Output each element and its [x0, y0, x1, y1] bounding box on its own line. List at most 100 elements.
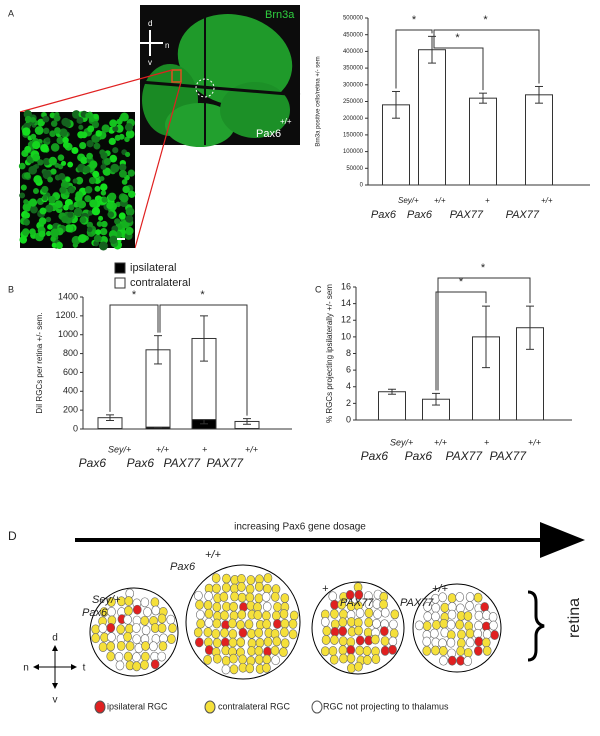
x-tick-label: PAX77 — [506, 209, 540, 221]
y-tick-label: 800 — [63, 348, 78, 358]
genotype-sup: Sey/+ — [92, 594, 121, 606]
legend-text: contralateral RGC — [218, 701, 291, 711]
compass: n — [23, 663, 29, 674]
panel-label: C — [315, 284, 322, 294]
legend-text: ipsilateral RGC — [107, 701, 168, 711]
y-tick-label: 300000 — [343, 82, 364, 88]
y-tick-label: 150000 — [343, 132, 364, 138]
scale-bar — [117, 238, 125, 240]
y-axis-title: % RGCs projecting ipsilaterally +/- sem — [325, 284, 334, 423]
y-tick-label: 10 — [341, 331, 351, 341]
x-tick-label: PAX77 — [450, 209, 484, 221]
panel-label: A — [8, 8, 14, 18]
genotype-sup: +/+ — [280, 117, 292, 126]
legend-swatch — [115, 263, 125, 273]
y-tick-label: 500000 — [343, 16, 364, 22]
bar — [379, 392, 406, 420]
significance-star: * — [455, 32, 460, 44]
x-tick-label: PAX77 — [490, 449, 528, 463]
x-tick-label: Pax6 — [127, 456, 155, 470]
y-tick-label: 1000 — [58, 329, 78, 339]
genotype-sup: Sey/+ — [390, 437, 413, 447]
compass: n — [165, 41, 169, 50]
significance-star: * — [412, 14, 417, 26]
y-tick-label: 4 — [346, 381, 351, 391]
genotype: Pax6 — [82, 607, 108, 619]
x-tick-label: PAX77 — [207, 456, 245, 470]
y-tick-label: 0 — [73, 423, 78, 433]
genotype-sup: + — [202, 444, 207, 454]
x-tick-label: PAX77 — [446, 449, 484, 463]
y-tick-label: 8 — [346, 348, 351, 358]
significance-star: * — [200, 289, 205, 301]
y-tick-label: 16 — [341, 281, 351, 291]
y-tick-label: 100000 — [343, 149, 364, 155]
diagram: increasing Pax6 gene dosage retina d n t… — [23, 522, 585, 713]
legend-swatch — [115, 278, 125, 288]
legend-text: RGC not projecting to thalamus — [323, 701, 449, 711]
y-tick-label: 1400 — [58, 291, 78, 301]
y-tick-label: 2 — [346, 398, 351, 408]
genotype-sup: +/+ — [205, 549, 221, 561]
y-tick-label: 6 — [346, 365, 351, 375]
stain-label: Brn3a — [265, 9, 295, 21]
y-tick-label: 400000 — [343, 49, 364, 55]
y-tick-label: 450000 — [343, 32, 364, 38]
significance-star: * — [481, 262, 486, 274]
legend-text: contralateral — [130, 277, 191, 289]
compass: v — [53, 695, 58, 706]
panel-label: D — [8, 529, 17, 543]
retina-diagram — [186, 565, 300, 679]
bar — [526, 95, 553, 185]
x-tick-label: Pax6 — [79, 456, 107, 470]
genotype-sup: + — [484, 437, 489, 447]
bar — [419, 50, 446, 185]
diagram-title: increasing Pax6 gene dosage — [234, 522, 366, 533]
genotype-sup: + — [322, 583, 329, 595]
y-tick-label: 14 — [341, 298, 351, 308]
bar — [470, 98, 497, 185]
genotype: PAX77 — [400, 597, 434, 609]
y-tick-label: 0 — [346, 414, 351, 424]
y-tick-label: 600 — [63, 367, 78, 377]
genotype-sup: +/+ — [156, 444, 169, 454]
compass: d — [52, 633, 58, 644]
x-tick-label: Pax6 — [407, 209, 433, 221]
y-tick-label: 1200. — [55, 310, 78, 320]
legend-text: ipsilateral — [130, 262, 176, 274]
genotype-sup: +/+ — [432, 583, 448, 595]
x-tick-label: Pax6 — [405, 449, 433, 463]
y-tick-label: 0 — [360, 183, 364, 189]
x-tick-label: Pax6 — [361, 449, 389, 463]
panel-label: B — [8, 284, 14, 294]
y-tick-label: 400 — [63, 386, 78, 396]
compass: t — [133, 41, 136, 50]
y-axis-title: DiI RGCs per retina +/- sem. — [35, 312, 44, 413]
significance-star: * — [132, 289, 137, 301]
side-label: retina — [566, 598, 583, 638]
x-tick-label: PAX77 — [164, 456, 202, 470]
compass: t — [83, 663, 86, 674]
compass: d — [148, 19, 152, 28]
x-tick-label: Pax6 — [371, 209, 397, 221]
genotype-sup: + — [485, 196, 490, 205]
genotype-sup: +/+ — [434, 437, 447, 447]
y-axis-title: Brn3a positive cells/retina +/- sem — [316, 56, 322, 146]
genotype-sup: Sey/+ — [108, 444, 131, 454]
y-tick-label: 12 — [341, 315, 351, 325]
significance-bracket — [434, 30, 539, 83]
y-tick-label: 200 — [63, 405, 78, 415]
genotype: Pax6 — [256, 128, 281, 140]
y-tick-label: 250000 — [343, 99, 364, 105]
compass: v — [148, 58, 152, 67]
y-tick-label: 200000 — [343, 116, 364, 122]
genotype-sup: +/+ — [434, 196, 446, 205]
genotype: Pax6 — [170, 561, 196, 573]
retina-diagram — [312, 582, 404, 674]
genotype-sup: +/+ — [245, 444, 258, 454]
genotype: PAX77 — [340, 597, 374, 609]
genotype-sup: +/+ — [541, 196, 553, 205]
genotype-sup: Sey/+ — [398, 196, 419, 205]
y-tick-label: 350000 — [343, 66, 364, 72]
